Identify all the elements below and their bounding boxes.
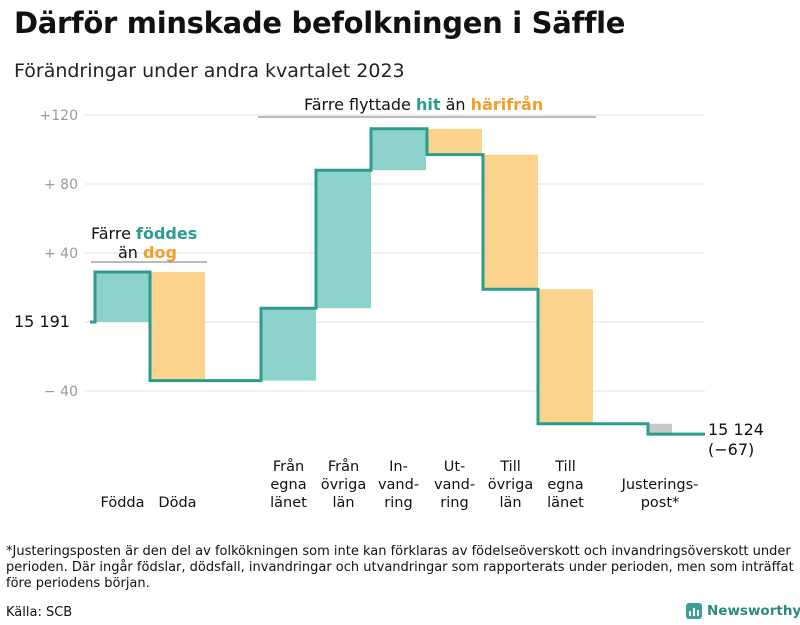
end-change-label: (−67) bbox=[708, 440, 754, 459]
category-label: Från egna länet bbox=[270, 458, 307, 511]
bar-invandring bbox=[371, 128, 426, 171]
annotation-moved: Färre flyttade hit än härifrån bbox=[304, 95, 543, 114]
y-tick-label: + 80 bbox=[44, 177, 78, 193]
start-value-label: 15 191 bbox=[14, 312, 70, 331]
footnote: *Justeringsposten är den del av folkökni… bbox=[6, 544, 794, 591]
step-line bbox=[90, 127, 705, 436]
bar-från-övriga-län bbox=[316, 170, 371, 309]
source-label: Källa: SCB bbox=[6, 605, 73, 620]
category-label: Justerings-post* bbox=[621, 477, 699, 511]
bar-från-egna-länet bbox=[261, 308, 316, 381]
category-label: In-vand-ring bbox=[378, 459, 419, 511]
category-label: Födda bbox=[101, 495, 145, 511]
bar-födda bbox=[95, 271, 150, 322]
category-label: Till övriga län bbox=[488, 459, 534, 511]
annotation-died: än dog bbox=[118, 243, 177, 262]
y-tick-label: − 40 bbox=[44, 384, 78, 400]
bar-justeringspost- bbox=[648, 423, 672, 435]
waterfall-chart: +120 + 80 + 40 − 40 Födda Döda Från egna länet Fr… bbox=[14, 95, 764, 511]
brand-name: Newsworthy bbox=[707, 603, 800, 619]
bar-chart-icon bbox=[686, 603, 702, 619]
annotation-born: Färre föddes bbox=[91, 224, 197, 243]
category-label: Döda bbox=[158, 495, 196, 511]
chart-title: Därför minskade befolkningen i Säffle bbox=[14, 6, 626, 40]
y-tick-label: + 40 bbox=[44, 246, 78, 262]
bar-till-egna-länet bbox=[538, 289, 593, 424]
brand-logo: Newsworthy bbox=[686, 603, 800, 619]
bar-utvandring bbox=[427, 128, 482, 155]
end-value-label: 15 124 bbox=[708, 420, 764, 439]
category-label: Ut-vand-ring bbox=[434, 459, 475, 511]
bar-till-övriga-län bbox=[483, 154, 538, 290]
y-tick-label: +120 bbox=[40, 108, 78, 124]
chart-subtitle: Förändringar under andra kvartalet 2023 bbox=[14, 60, 405, 82]
bar-döda bbox=[150, 271, 205, 381]
category-label: Från övriga län bbox=[321, 458, 367, 511]
category-label: Till egna länet bbox=[547, 459, 584, 511]
